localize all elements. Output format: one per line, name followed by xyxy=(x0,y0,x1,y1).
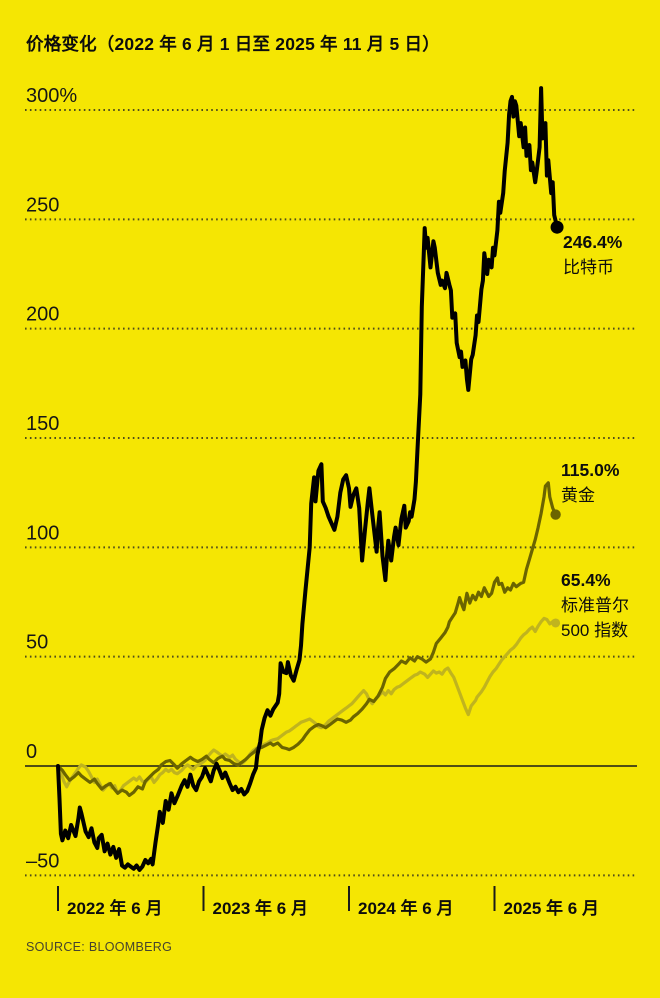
series-line-gold xyxy=(56,481,558,798)
x-axis-label: 2025 年 6 月 xyxy=(504,898,599,918)
bitcoin-final-value: 246.4% xyxy=(563,232,623,252)
gold-final-value: 115.0% xyxy=(561,460,620,480)
chart-title: 价格变化（2022 年 6 月 1 日至 2025 年 11 月 5 日） xyxy=(26,34,440,54)
y-axis-label-300: 300% xyxy=(26,85,77,107)
x-axis-label: 2024 年 6 月 xyxy=(358,898,453,918)
x-axis-label: 2023 年 6 月 xyxy=(213,898,308,918)
series-end-dot-bitcoin xyxy=(550,220,564,234)
series-line-sp500 xyxy=(56,616,558,795)
gold-series-label: 115.0% 黄金 xyxy=(561,458,619,508)
bitcoin-series-label: 246.4% 比特币 xyxy=(563,230,622,280)
source-credit: SOURCE: BLOOMBERG xyxy=(26,940,173,954)
sp500-series-label: 65.4% 标准普尔 500 指数 xyxy=(561,568,629,643)
series-end-dot-gold xyxy=(550,509,561,520)
y-axis-label-100: 100 xyxy=(26,522,59,544)
gold-series-name: 黄金 xyxy=(561,486,595,505)
sp500-final-value: 65.4% xyxy=(561,570,611,590)
y-axis-label-200: 200 xyxy=(26,304,59,326)
y-axis-label--50: –50 xyxy=(26,850,59,872)
series-end-dot-sp500 xyxy=(551,618,561,628)
sp500-series-name-line2: 500 指数 xyxy=(561,621,629,640)
x-axis-label: 2022 年 6 月 xyxy=(67,898,162,918)
y-axis-label-0: 0 xyxy=(26,741,37,763)
bitcoin-series-name: 比特币 xyxy=(563,258,614,277)
sp500-series-name-line1: 标准普尔 xyxy=(561,596,629,615)
y-axis-label-250: 250 xyxy=(26,194,59,216)
y-axis-label-50: 50 xyxy=(26,632,48,654)
y-axis-label-150: 150 xyxy=(26,413,59,435)
series-line-bitcoin xyxy=(56,86,560,872)
